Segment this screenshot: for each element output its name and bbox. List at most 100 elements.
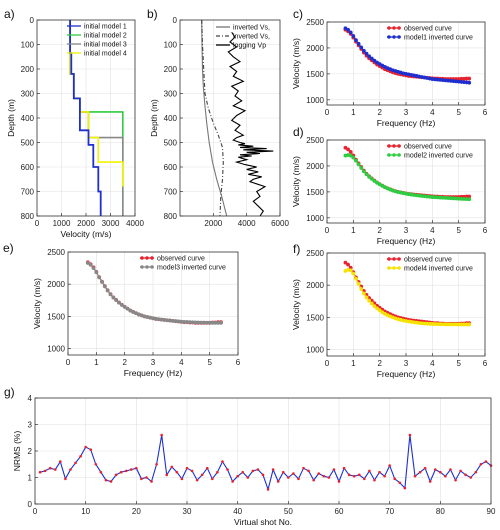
data-point-f xyxy=(359,287,364,291)
legend-label: inverted Vs, xyxy=(233,34,270,41)
x-tick-label: 0 xyxy=(325,226,330,235)
legend-marker xyxy=(397,153,401,157)
y-tick-label: 0 xyxy=(173,16,178,25)
panel-label: d) xyxy=(293,125,304,139)
x-tick-label: 4 xyxy=(430,359,435,368)
data-point-g xyxy=(439,470,442,474)
data-point-c xyxy=(359,45,364,50)
data-point-f xyxy=(369,298,374,303)
data-point-e xyxy=(210,320,215,325)
x-tick-label: 6 xyxy=(483,226,488,235)
legend-marker xyxy=(392,35,396,39)
data-point-e xyxy=(173,319,178,324)
data-point-g xyxy=(287,476,290,479)
data-point-e xyxy=(213,320,218,325)
x-tick-label: 2 xyxy=(377,359,382,368)
data-point-g xyxy=(241,470,245,474)
x-tick-label: 60 xyxy=(335,507,344,516)
data-point-e xyxy=(145,315,150,319)
data-point-g xyxy=(160,433,163,437)
x-axis-label: Frequency (Hz) xyxy=(377,118,436,128)
legend-label: initial model 4 xyxy=(84,51,127,58)
x-tick-label: 2 xyxy=(377,226,382,235)
panel-label: c) xyxy=(293,7,303,21)
data-point-e xyxy=(100,280,104,284)
data-point-f xyxy=(369,301,374,306)
legend-marker xyxy=(397,257,401,261)
legend-marker xyxy=(387,35,391,39)
data-point-g xyxy=(413,474,417,478)
data-point-g xyxy=(261,473,265,477)
data-point-e xyxy=(219,320,223,325)
data-point-e xyxy=(125,306,130,311)
data-point-e xyxy=(151,316,155,321)
y-axis-label: NRMS (%) xyxy=(12,431,22,472)
data-point-g xyxy=(357,473,361,477)
data-point-g xyxy=(231,480,234,483)
series-line-g-0 xyxy=(39,435,492,492)
data-point-g xyxy=(363,477,366,481)
legend-marker xyxy=(387,257,391,261)
data-point-f xyxy=(367,298,372,303)
x-tick-label: 90 xyxy=(487,507,496,516)
legend-label: inverted Vs, xyxy=(233,25,270,32)
data-point-e xyxy=(114,298,119,303)
legend-label: observed curve xyxy=(404,257,452,264)
legend-marker xyxy=(387,144,391,148)
data-point-g xyxy=(454,478,457,482)
data-point-e xyxy=(131,310,136,314)
y-tick-label: 3 xyxy=(28,421,33,430)
legend-marker xyxy=(392,257,396,261)
data-point-g xyxy=(332,468,336,471)
data-point-g xyxy=(48,466,52,470)
y-tick-label: 100 xyxy=(164,41,178,50)
data-point-g xyxy=(378,470,381,474)
x-tick-label: 1 xyxy=(351,226,356,235)
x-tick-label: 2000 xyxy=(204,219,222,228)
data-point-f xyxy=(375,306,379,311)
data-point-g xyxy=(94,462,98,466)
data-point-f xyxy=(446,322,451,327)
y-axis-label: Velocity (m/s) xyxy=(32,278,42,329)
data-point-d xyxy=(369,177,374,181)
y-tick-label: 2000 xyxy=(306,281,324,290)
x-tick-label: 10 xyxy=(81,507,90,516)
data-point-g xyxy=(474,470,478,474)
data-point-d xyxy=(364,172,369,177)
data-point-e xyxy=(94,270,99,275)
x-tick-label: 80 xyxy=(436,507,445,516)
x-axis-label: Frequency (Hz) xyxy=(124,368,183,378)
y-tick-label: 1000 xyxy=(47,345,65,354)
legend-marker xyxy=(397,26,401,30)
y-tick-label: 0 xyxy=(30,16,35,25)
data-point-g xyxy=(84,445,87,449)
data-point-g xyxy=(393,477,397,481)
legend-label: model3 inverted curve xyxy=(157,265,226,272)
data-point-f xyxy=(456,322,461,327)
data-point-g xyxy=(216,470,219,474)
data-point-g xyxy=(185,466,189,470)
data-point-g xyxy=(109,480,113,483)
series-line-a-3 xyxy=(69,20,102,216)
data-point-g xyxy=(211,477,214,481)
series-line-f-1 xyxy=(345,269,470,326)
data-point-f xyxy=(372,304,377,309)
legend-marker xyxy=(392,266,396,270)
data-point-e xyxy=(85,261,90,265)
y-tick-label: 0 xyxy=(28,500,33,509)
data-point-f xyxy=(440,322,445,327)
data-point-g xyxy=(312,478,315,482)
data-point-f xyxy=(448,322,453,327)
data-point-c xyxy=(348,30,353,35)
series-line-b-1 xyxy=(201,19,224,217)
y-tick-label: 1500 xyxy=(306,70,324,79)
data-point-e xyxy=(216,320,221,325)
legend-marker xyxy=(397,144,401,148)
data-point-g xyxy=(170,465,174,469)
data-point-e xyxy=(88,262,93,267)
data-point-f xyxy=(464,322,469,327)
data-point-g xyxy=(180,477,184,481)
data-point-e xyxy=(193,320,198,325)
y-tick-label: 1500 xyxy=(306,188,324,197)
y-tick-label: 500 xyxy=(21,139,35,148)
